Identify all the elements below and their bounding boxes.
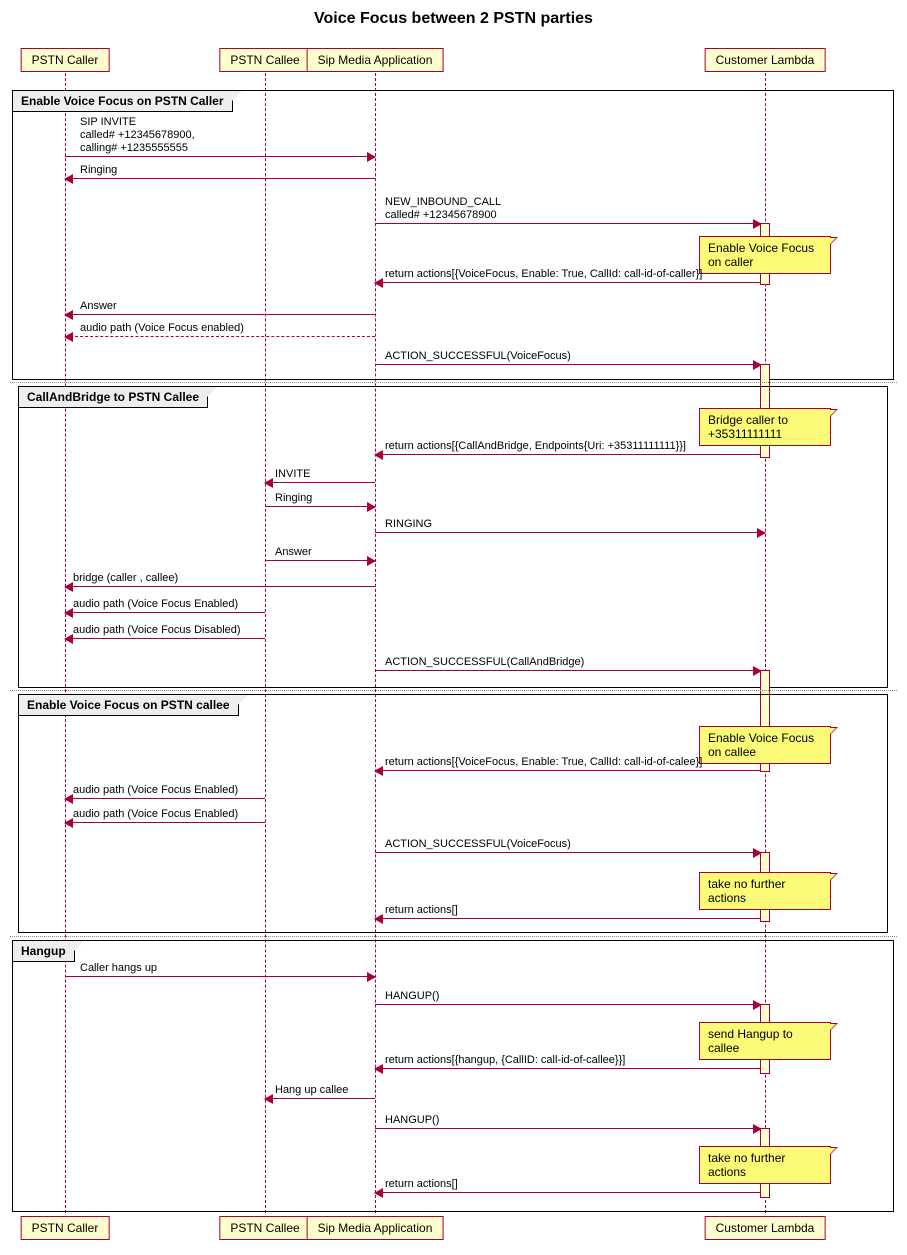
- msg-return-vf-callee: return actions[{VoiceFocus, Enable: True…: [385, 756, 702, 768]
- arrow-m22: [65, 976, 375, 977]
- msg-return-hangup: return actions[{hangup, {CallID: call-id…: [385, 1054, 625, 1066]
- separator-1: [10, 382, 897, 383]
- separator-2: [10, 690, 897, 691]
- msg-audio-vf-enabled-3: audio path (Voice Focus Enabled): [73, 808, 238, 820]
- group-title-cab: CallAndBridge to PSTN Callee: [18, 386, 208, 408]
- arrow-m19: [65, 822, 265, 823]
- msg-sip-invite-3: calling# +1235555555: [80, 142, 188, 154]
- arrow-m11: [375, 532, 765, 533]
- arrow-m13: [65, 586, 375, 587]
- arrow-m25: [265, 1098, 375, 1099]
- msg-action-success-cab: ACTION_SUCCESSFUL(CallAndBridge): [385, 656, 584, 668]
- note-bridge-caller: Bridge caller to +35311111111: [699, 408, 831, 446]
- arrow-m10: [265, 506, 375, 507]
- participant-lambda-top: Customer Lambda: [705, 48, 826, 72]
- note-no-action-1: take no further actions: [699, 872, 831, 910]
- msg-action-success-vf-2: ACTION_SUCCESSFUL(VoiceFocus): [385, 838, 571, 850]
- msg-hang-up-callee: Hang up callee: [275, 1084, 348, 1096]
- msg-return-empty-1: return actions[]: [385, 904, 458, 916]
- arrow-m14: [65, 612, 265, 613]
- participant-sip-bottom: Sip Media Application: [307, 1216, 444, 1240]
- arrow-m20: [375, 852, 761, 853]
- arrow-m7: [375, 364, 761, 365]
- msg-new-inbound-2: called# +12345678900: [385, 209, 497, 221]
- group-title-vf-caller: Enable Voice Focus on PSTN Caller: [12, 90, 233, 112]
- arrow-m16: [375, 670, 761, 671]
- msg-return-vf-caller: return actions[{VoiceFocus, Enable: True…: [385, 268, 702, 280]
- msg-audio-path-1: audio path (Voice Focus enabled): [80, 322, 244, 334]
- msg-new-inbound-1: NEW_INBOUND_CALL: [385, 196, 501, 208]
- arrow-m21: [375, 918, 761, 919]
- participant-callee-bottom: PSTN Callee: [219, 1216, 310, 1240]
- group-title-vf-callee: Enable Voice Focus on PSTN callee: [18, 694, 239, 716]
- participant-caller-bottom: PSTN Caller: [21, 1216, 110, 1240]
- arrow-m18: [65, 798, 265, 799]
- arrow-m5: [65, 314, 375, 315]
- participant-caller-top: PSTN Caller: [21, 48, 110, 72]
- msg-action-success-vf: ACTION_SUCCESSFUL(VoiceFocus): [385, 350, 571, 362]
- msg-ringing-2: Ringing: [275, 492, 312, 504]
- arrow-m6: [65, 336, 375, 337]
- msg-answer-2: Answer: [275, 546, 312, 558]
- arrow-m12: [265, 560, 375, 561]
- msg-audio-vf-enabled: audio path (Voice Focus Enabled): [73, 598, 238, 610]
- arrow-m8: [375, 454, 761, 455]
- msg-invite: INVITE: [275, 468, 310, 480]
- msg-ringing: Ringing: [80, 164, 117, 176]
- arrow-m26: [375, 1128, 761, 1129]
- msg-audio-vf-disabled: audio path (Voice Focus Disabled): [73, 624, 241, 636]
- msg-sip-invite-2: called# +12345678900,: [80, 129, 195, 141]
- participant-callee-top: PSTN Callee: [219, 48, 310, 72]
- msg-return-empty-2: return actions[]: [385, 1178, 458, 1190]
- msg-return-cab: return actions[{CallAndBridge, Endpoints…: [385, 440, 686, 452]
- diagram-title: Voice Focus between 2 PSTN parties: [10, 10, 897, 28]
- note-enable-vf-caller: Enable Voice Focus on caller: [699, 236, 831, 274]
- arrow-m4: [375, 282, 761, 283]
- note-enable-vf-callee: Enable Voice Focus on callee: [699, 726, 831, 764]
- participant-lambda-bottom: Customer Lambda: [705, 1216, 826, 1240]
- arrow-m24: [375, 1068, 761, 1069]
- note-no-action-2: take no further actions: [699, 1146, 831, 1184]
- msg-caller-hangs-up: Caller hangs up: [80, 962, 157, 974]
- msg-bridge: bridge (caller , callee): [73, 572, 178, 584]
- msg-hangup-1: HANGUP(): [385, 990, 439, 1002]
- arrow-m1: [65, 156, 375, 157]
- msg-audio-vf-enabled-2: audio path (Voice Focus Enabled): [73, 784, 238, 796]
- arrow-m2: [65, 178, 375, 179]
- arrow-m9: [265, 482, 375, 483]
- participant-sip-top: Sip Media Application: [307, 48, 444, 72]
- msg-ringing-caps: RINGING: [385, 518, 432, 530]
- arrow-m17: [375, 770, 761, 771]
- sequence-diagram: PSTN Caller PSTN Callee Sip Media Applic…: [10, 38, 897, 1238]
- group-title-hangup: Hangup: [12, 940, 75, 962]
- arrow-m15: [65, 638, 265, 639]
- msg-hangup-2: HANGUP(): [385, 1114, 439, 1126]
- arrow-m23: [375, 1004, 761, 1005]
- msg-answer-1: Answer: [80, 300, 117, 312]
- note-send-hangup: send Hangup to callee: [699, 1022, 831, 1060]
- msg-sip-invite-1: SIP INVITE: [80, 116, 136, 128]
- arrow-m3: [375, 223, 761, 224]
- separator-3: [10, 936, 897, 937]
- arrow-m27: [375, 1192, 761, 1193]
